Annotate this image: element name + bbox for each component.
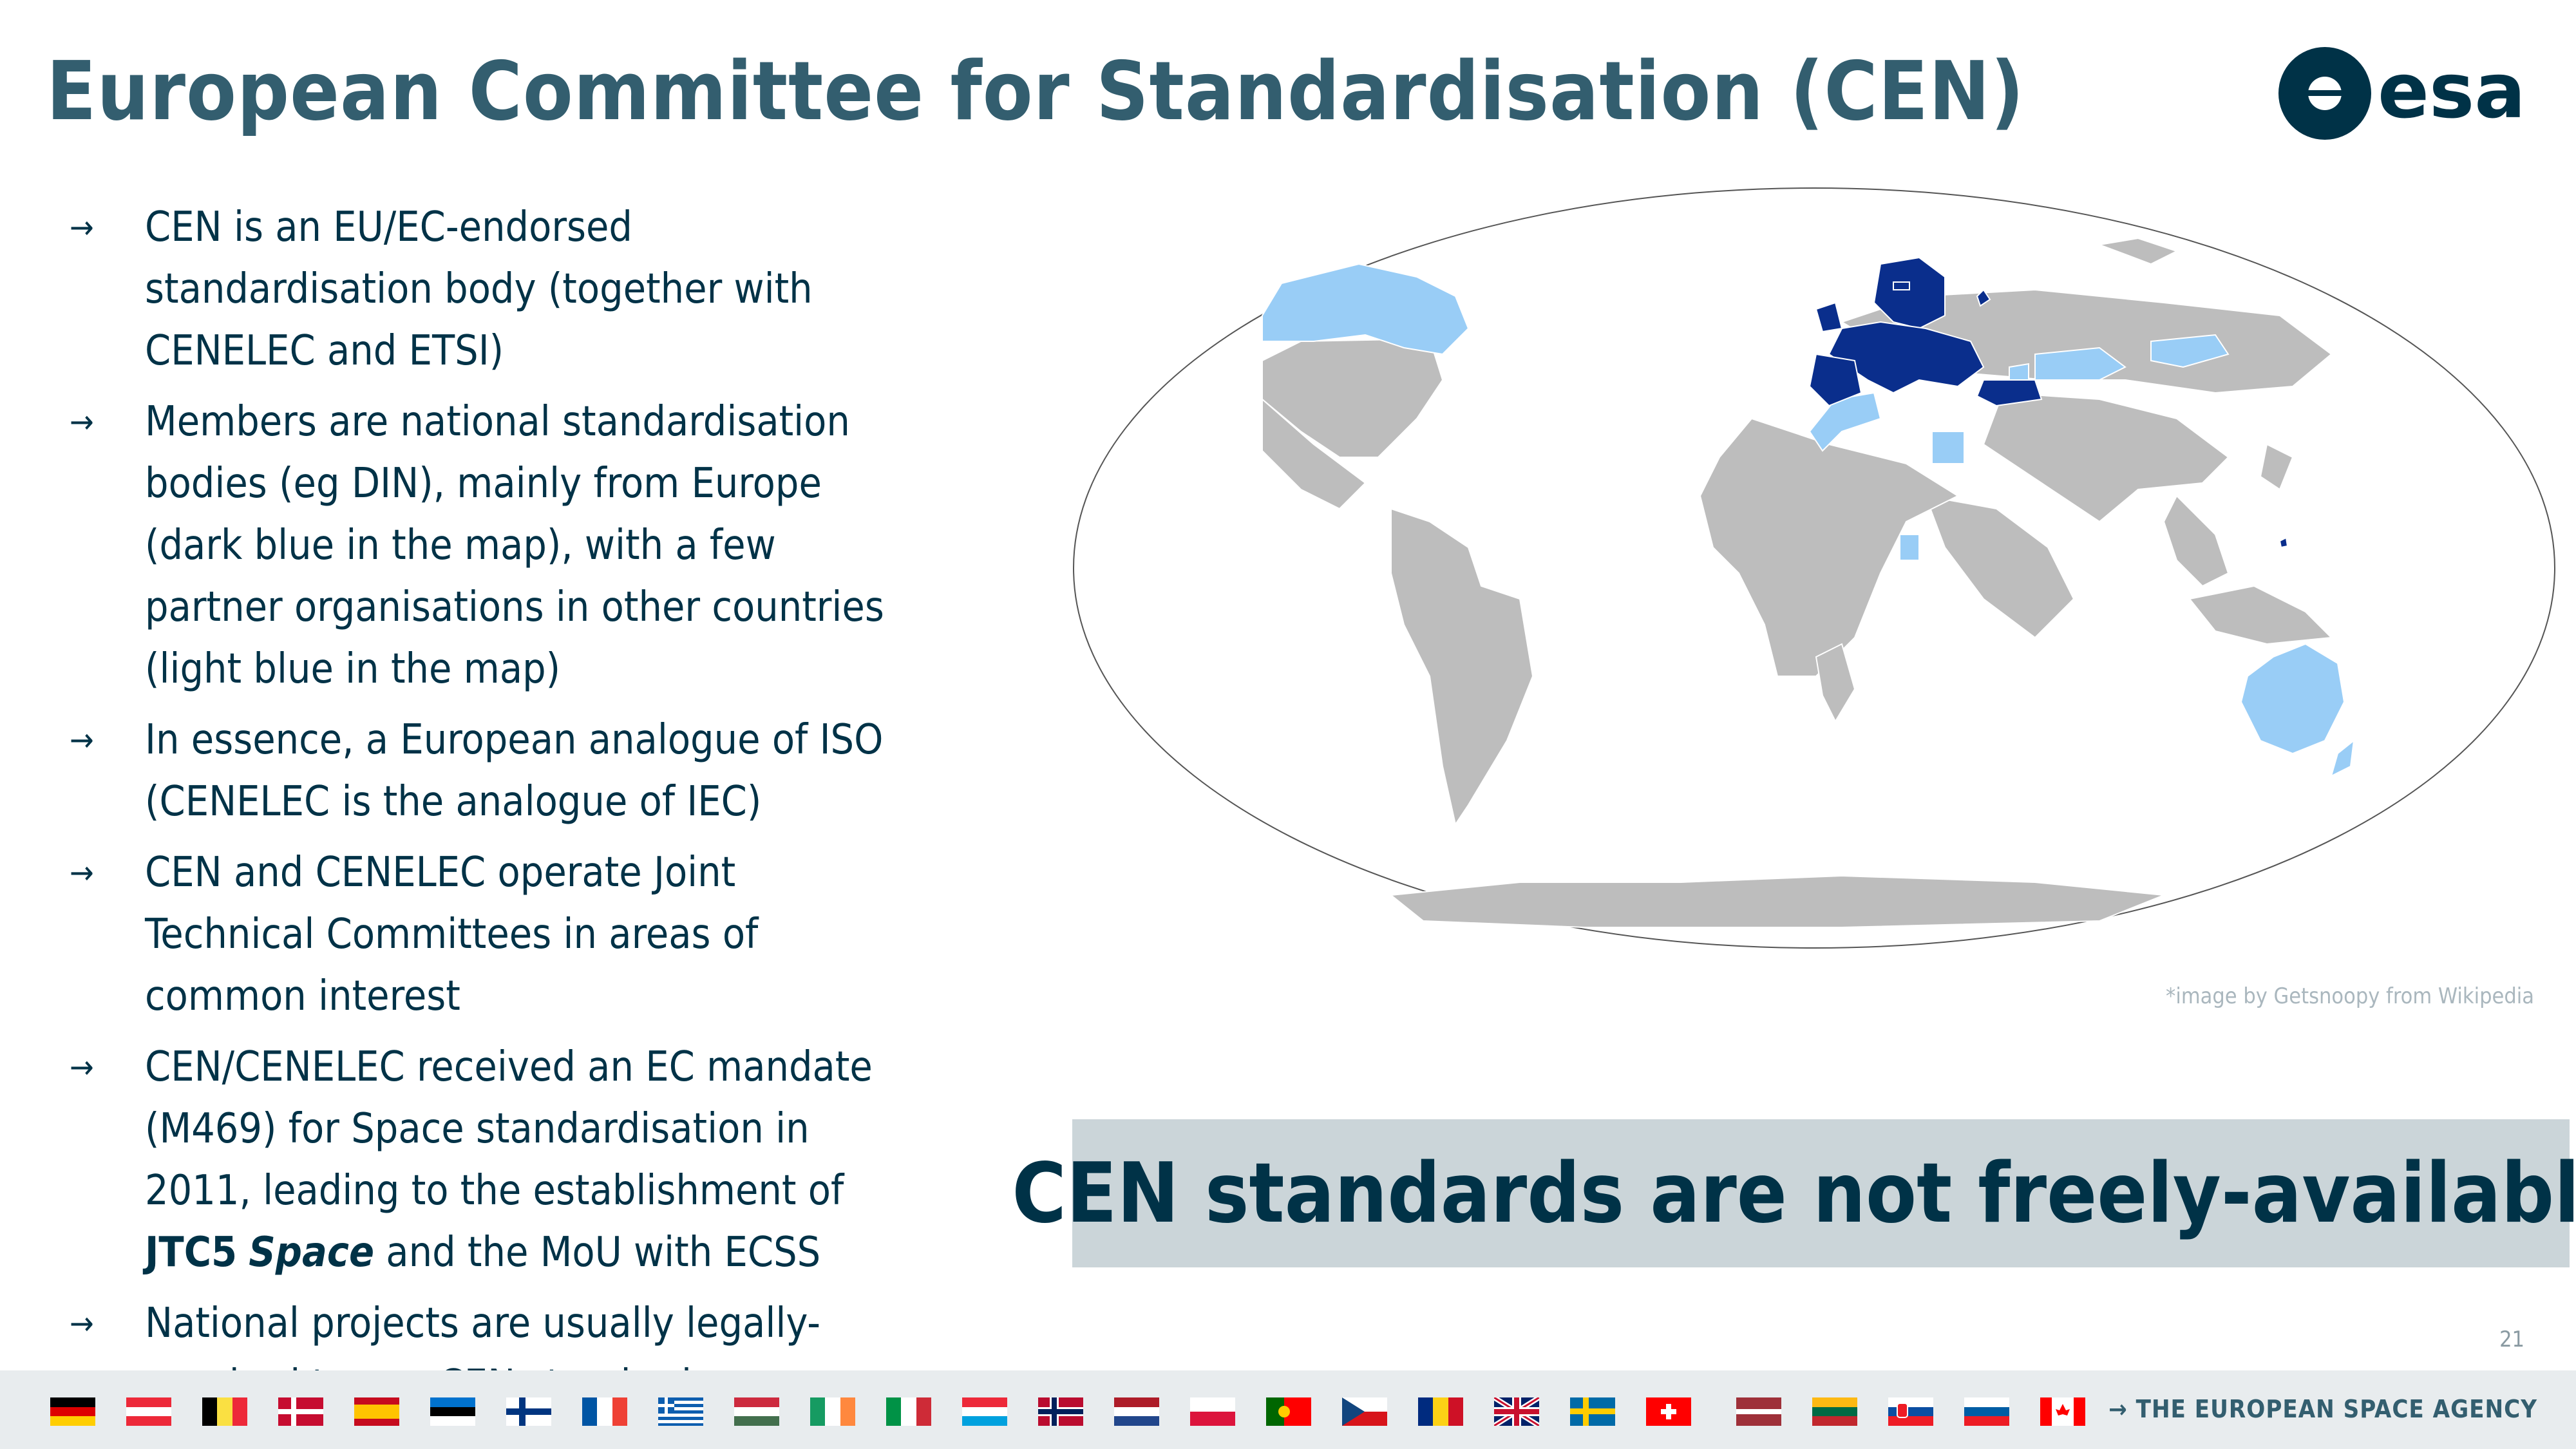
flag-france-icon — [582, 1397, 627, 1426]
flag-latvia-icon — [1736, 1397, 1781, 1426]
flag-spain-icon — [354, 1397, 399, 1426]
bullet-item: → CEN/CENELEC received an EC mandate (M46… — [64, 1036, 914, 1283]
page-number: 21 — [2499, 1327, 2524, 1352]
flag-finland-icon — [506, 1397, 551, 1426]
flag-united-kingdom-icon — [1494, 1397, 1539, 1426]
flag-romania-icon — [1418, 1397, 1463, 1426]
callout-box: CEN standards are not freely-available — [1012, 1119, 2576, 1267]
world-map — [1073, 187, 2555, 949]
arrow-icon: → — [70, 1048, 94, 1086]
footer-bar: → THE EUROPEAN SPACE AGENCY — [0, 1370, 2576, 1449]
arrow-icon: → — [70, 1305, 94, 1342]
flag-italy-icon — [886, 1397, 931, 1426]
flag-czechia-icon — [1342, 1397, 1387, 1426]
jtc5-label: JTC5 — [145, 1229, 237, 1276]
partner-countries — [1262, 263, 2355, 777]
bullet-list: → CEN is an EU/EC-endorsed standardisatio… — [64, 196, 914, 1425]
bullet-item: → CEN is an EU/EC-endorsed standardisatio… — [64, 196, 914, 382]
flag-ireland-icon — [810, 1397, 855, 1426]
flag-lithuania-icon — [1812, 1397, 1857, 1426]
flag-sweden-icon — [1570, 1397, 1615, 1426]
space-label: Space — [249, 1229, 374, 1276]
flag-norway-icon — [1038, 1397, 1083, 1426]
arrow-icon: → — [70, 854, 94, 891]
flag-germany-icon — [50, 1397, 95, 1426]
flag-slovakia-icon — [1888, 1397, 1933, 1426]
flag-poland-icon — [1190, 1397, 1235, 1426]
cen-member-countries — [1808, 256, 2289, 549]
flag-denmark-icon — [278, 1397, 323, 1426]
logo-text: esa — [2378, 46, 2526, 135]
flag-greece-icon — [658, 1397, 703, 1426]
flag-austria-icon — [126, 1397, 171, 1426]
arrow-icon: → — [70, 209, 94, 246]
arrow-icon: → — [70, 721, 94, 759]
flag-portugal-icon — [1266, 1397, 1311, 1426]
page-title: European Committee for Standardisation (… — [46, 44, 2025, 138]
agency-tagline: → THE EUROPEAN SPACE AGENCY — [2108, 1395, 2537, 1423]
bullet-item: → CEN and CENELEC operate Joint Technical… — [64, 842, 914, 1027]
flag-netherlands-icon — [1114, 1397, 1159, 1426]
flag-switzerland-icon — [1646, 1397, 1691, 1426]
esa-logo: esa — [2278, 46, 2526, 140]
callout-text: CEN standards are not freely-available — [1012, 1145, 2576, 1242]
bullet-item: → In essence, a European analogue of ISO … — [64, 709, 914, 833]
flag-luxembourg-icon — [962, 1397, 1007, 1426]
bullet-item: → Members are national standardisation bo… — [64, 391, 914, 700]
arrow-icon: → — [70, 403, 94, 440]
flag-belgium-icon — [202, 1397, 247, 1426]
flag-estonia-icon — [430, 1397, 475, 1426]
flag-hungary-icon — [734, 1397, 779, 1426]
image-credit: *image by Getsnoopy from Wikipedia — [2166, 983, 2534, 1009]
flag-canada-icon — [2040, 1397, 2085, 1426]
flag-slovenia-icon — [1964, 1397, 2009, 1426]
